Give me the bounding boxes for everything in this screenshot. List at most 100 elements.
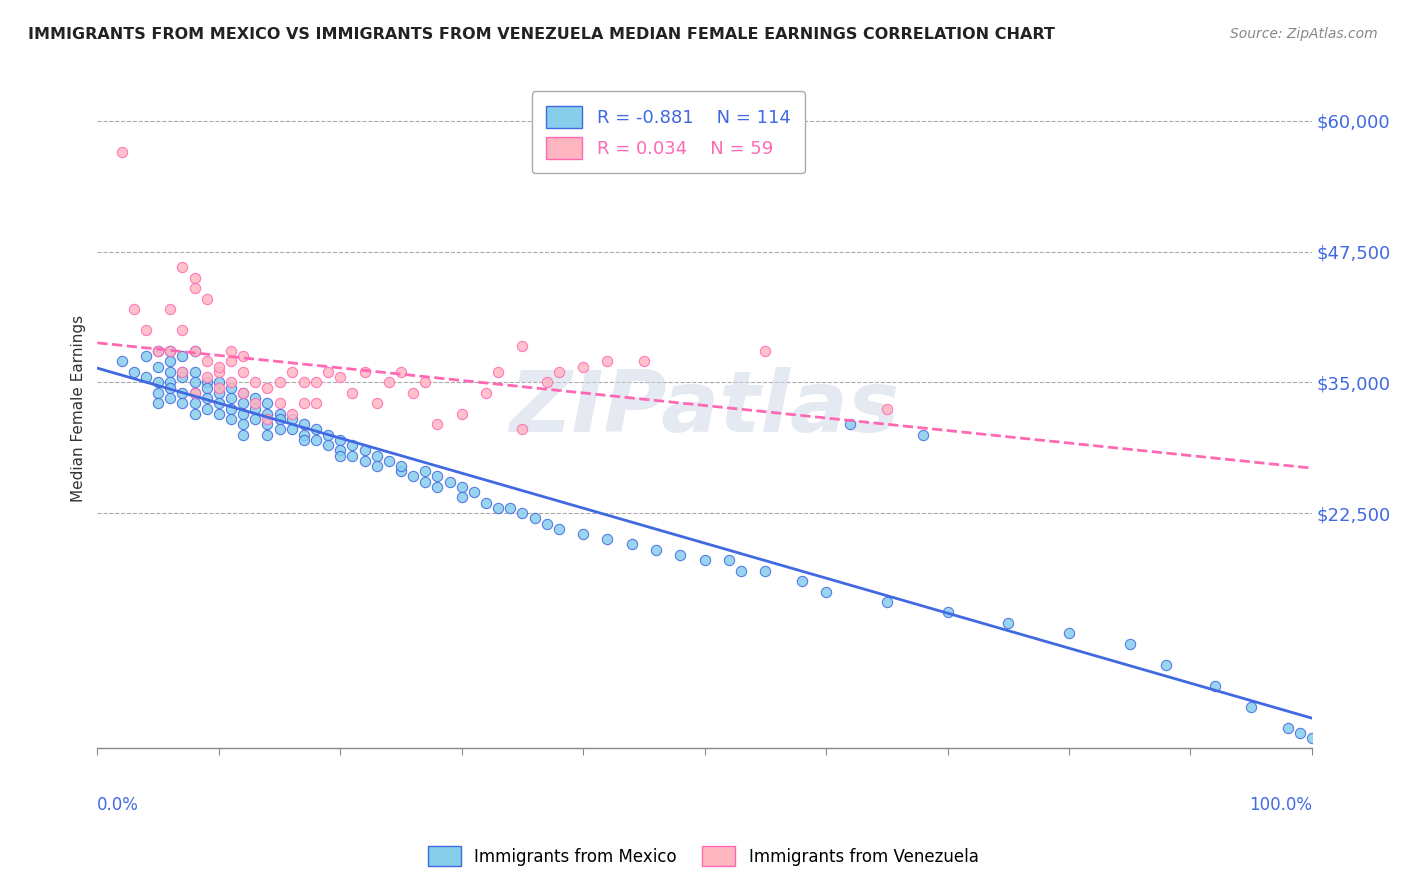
Point xyxy=(450,491,472,505)
Point xyxy=(316,365,339,379)
Point xyxy=(329,443,352,458)
Point xyxy=(342,438,364,452)
Text: 100.0%: 100.0% xyxy=(1249,796,1312,814)
Point xyxy=(669,548,692,562)
Point xyxy=(245,376,267,390)
Point xyxy=(183,385,205,400)
Point xyxy=(172,365,194,379)
Point xyxy=(402,385,425,400)
Point xyxy=(159,343,181,358)
Text: IMMIGRANTS FROM MEXICO VS IMMIGRANTS FROM VENEZUELA MEDIAN FEMALE EARNINGS CORRE: IMMIGRANTS FROM MEXICO VS IMMIGRANTS FRO… xyxy=(28,27,1054,42)
Point xyxy=(305,422,328,436)
Point xyxy=(475,496,498,510)
Point xyxy=(219,381,242,395)
Point xyxy=(172,323,194,337)
Point xyxy=(183,376,205,390)
Point xyxy=(426,469,449,483)
Point xyxy=(790,574,813,588)
Point xyxy=(620,537,643,551)
Point xyxy=(316,427,339,442)
Point xyxy=(280,422,302,436)
Point xyxy=(172,385,194,400)
Point xyxy=(839,417,862,432)
Point xyxy=(219,343,242,358)
Point xyxy=(232,427,254,442)
Point xyxy=(292,396,315,410)
Point xyxy=(292,376,315,390)
Point xyxy=(645,542,668,557)
Point xyxy=(146,359,169,374)
Point xyxy=(232,385,254,400)
Point xyxy=(292,427,315,442)
Point xyxy=(426,480,449,494)
Point xyxy=(413,464,436,478)
Point xyxy=(256,396,278,410)
Point xyxy=(256,412,278,426)
Point xyxy=(512,422,534,436)
Point xyxy=(269,396,291,410)
Point xyxy=(353,443,375,458)
Point xyxy=(183,281,205,295)
Point xyxy=(633,354,655,368)
Point xyxy=(353,365,375,379)
Point xyxy=(195,354,218,368)
Point xyxy=(146,343,169,358)
Point xyxy=(245,391,267,405)
Point xyxy=(269,412,291,426)
Point xyxy=(183,343,205,358)
Point xyxy=(172,260,194,275)
Point xyxy=(135,349,157,363)
Point xyxy=(208,385,231,400)
Point xyxy=(329,449,352,463)
Point xyxy=(536,516,558,531)
Point xyxy=(329,370,352,384)
Point xyxy=(122,365,145,379)
Point xyxy=(1277,721,1299,735)
Point xyxy=(208,407,231,421)
Point xyxy=(256,381,278,395)
Point xyxy=(342,385,364,400)
Point xyxy=(208,359,231,374)
Point xyxy=(232,365,254,379)
Point xyxy=(486,365,509,379)
Point xyxy=(353,454,375,468)
Point xyxy=(536,376,558,390)
Point xyxy=(208,376,231,390)
Point xyxy=(219,376,242,390)
Point xyxy=(1204,679,1226,693)
Point xyxy=(269,376,291,390)
Point xyxy=(269,407,291,421)
Point xyxy=(572,527,595,541)
Point xyxy=(256,407,278,421)
Point xyxy=(135,323,157,337)
Point xyxy=(256,427,278,442)
Point xyxy=(172,396,194,410)
Point xyxy=(499,500,522,515)
Point xyxy=(232,349,254,363)
Point xyxy=(245,401,267,416)
Point xyxy=(876,595,898,609)
Text: ZIPatlas: ZIPatlas xyxy=(509,367,900,450)
Point xyxy=(366,458,388,473)
Point xyxy=(693,553,716,567)
Point xyxy=(402,469,425,483)
Point xyxy=(596,533,619,547)
Point xyxy=(232,407,254,421)
Point xyxy=(232,385,254,400)
Point xyxy=(269,422,291,436)
Point xyxy=(232,417,254,432)
Point xyxy=(172,349,194,363)
Point xyxy=(596,354,619,368)
Point xyxy=(159,354,181,368)
Point xyxy=(122,302,145,317)
Point xyxy=(486,500,509,515)
Point xyxy=(183,365,205,379)
Point xyxy=(256,417,278,432)
Point xyxy=(305,376,328,390)
Point xyxy=(754,343,776,358)
Point xyxy=(389,458,412,473)
Point xyxy=(450,407,472,421)
Point xyxy=(292,417,315,432)
Point xyxy=(389,464,412,478)
Point xyxy=(912,427,935,442)
